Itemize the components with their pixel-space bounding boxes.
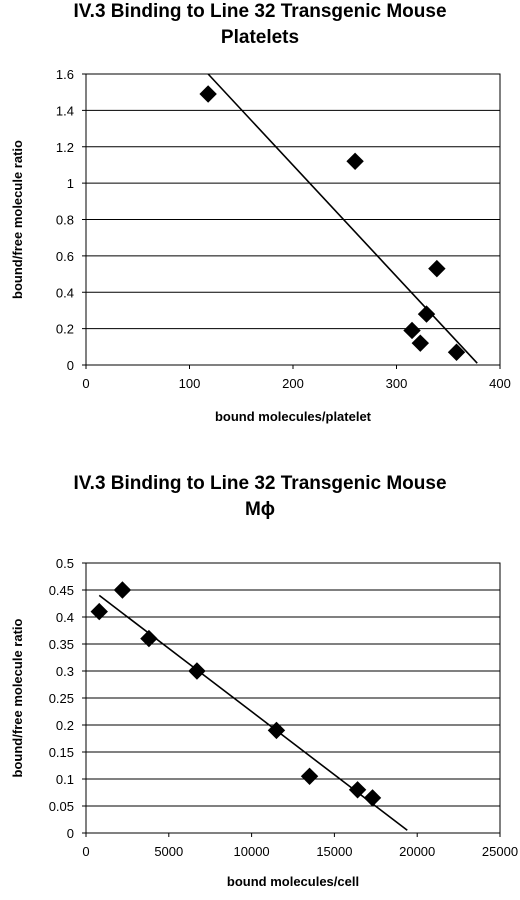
chart-title-line1: IV.3 Binding to Line 32 Transgenic Mouse bbox=[73, 1, 447, 22]
data-point bbox=[188, 662, 206, 680]
x-tick-label: 300 bbox=[386, 376, 408, 391]
trendline bbox=[98, 594, 408, 831]
data-point bbox=[348, 781, 367, 799]
data-point bbox=[411, 334, 430, 352]
data-point bbox=[267, 721, 286, 740]
y-tick-label: 0.5 bbox=[56, 556, 74, 571]
y-tick-label: 0.4 bbox=[56, 610, 74, 625]
y-tick-label: 0.4 bbox=[56, 285, 74, 300]
plot-area-platelets: 0 0.2 0.4 0.6 0.8 1 1.2 1.4 1.6 0 100 200 300 400 boun… bbox=[10, 67, 511, 424]
y-tick-label: 0.2 bbox=[56, 322, 74, 337]
x-tick-label: 20000 bbox=[399, 844, 435, 859]
y-tick-label: 1 bbox=[67, 176, 74, 191]
y-tick-label: 0 bbox=[67, 358, 74, 373]
x-tick-label: 400 bbox=[489, 376, 511, 391]
x-tick-label: 15000 bbox=[316, 844, 352, 859]
y-tick-label: 1.4 bbox=[56, 103, 74, 118]
data-point bbox=[113, 581, 132, 599]
y-tick-label: 0.8 bbox=[56, 213, 74, 228]
chart-macrophage: IV.3 Binding to Line 32 Transgenic Mouse… bbox=[0, 472, 520, 900]
data-point bbox=[199, 85, 217, 103]
x-tick-label: 0 bbox=[82, 376, 89, 391]
data-point bbox=[346, 152, 364, 171]
x-tick-label: 100 bbox=[179, 376, 201, 391]
data-point bbox=[140, 629, 158, 648]
x-tick-label: 200 bbox=[282, 376, 304, 391]
data-point bbox=[417, 305, 436, 323]
y-tick-label: 0.2 bbox=[56, 718, 74, 733]
y-tick-label: 0.3 bbox=[56, 664, 74, 679]
y-axis-title: bound/free molecule ratio bbox=[10, 140, 25, 299]
y-axis-title: bound/free molecule ratio bbox=[10, 618, 25, 777]
plot-area-macrophage: 0 0.05 0.1 0.15 0.2 0.25 0.3 0.35 0.4 0.45 0.5 0 500… bbox=[10, 556, 518, 889]
chart-title-line2: Platelets bbox=[220, 27, 300, 48]
y-tick-label: 0.1 bbox=[56, 772, 74, 787]
y-tick-label: 0.05 bbox=[49, 799, 74, 814]
y-tick-label: 0 bbox=[67, 826, 74, 841]
y-tick-label: 1.2 bbox=[56, 140, 74, 155]
x-tick-label: 10000 bbox=[234, 844, 270, 859]
data-point bbox=[428, 259, 446, 278]
x-axis-title: bound molecules/cell bbox=[227, 874, 359, 889]
data-point bbox=[90, 602, 108, 621]
y-tick-label: 0.35 bbox=[49, 637, 74, 652]
data-point bbox=[363, 789, 382, 807]
chart-platelets: IV.3 Binding to Line 32 Transgenic Mouse… bbox=[0, 0, 520, 440]
y-tick-label: 0.15 bbox=[49, 745, 74, 760]
trendline bbox=[207, 73, 478, 364]
y-tick-label: 0.45 bbox=[49, 583, 74, 598]
y-tick-label: 0.6 bbox=[56, 249, 74, 264]
x-axis-title: bound molecules/platelet bbox=[215, 409, 372, 424]
data-point bbox=[300, 767, 319, 786]
chart-title-line2: Mϕ bbox=[244, 499, 276, 520]
x-tick-label: 0 bbox=[82, 844, 89, 859]
x-tick-label: 5000 bbox=[154, 844, 183, 859]
data-point bbox=[447, 343, 466, 361]
y-tick-label: 1.6 bbox=[56, 67, 74, 82]
data-point bbox=[403, 321, 421, 340]
x-tick-label: 25000 bbox=[482, 844, 518, 859]
y-tick-label: 0.25 bbox=[49, 691, 74, 706]
chart-title-line1: IV.3 Binding to Line 32 Transgenic Mouse bbox=[73, 473, 447, 494]
